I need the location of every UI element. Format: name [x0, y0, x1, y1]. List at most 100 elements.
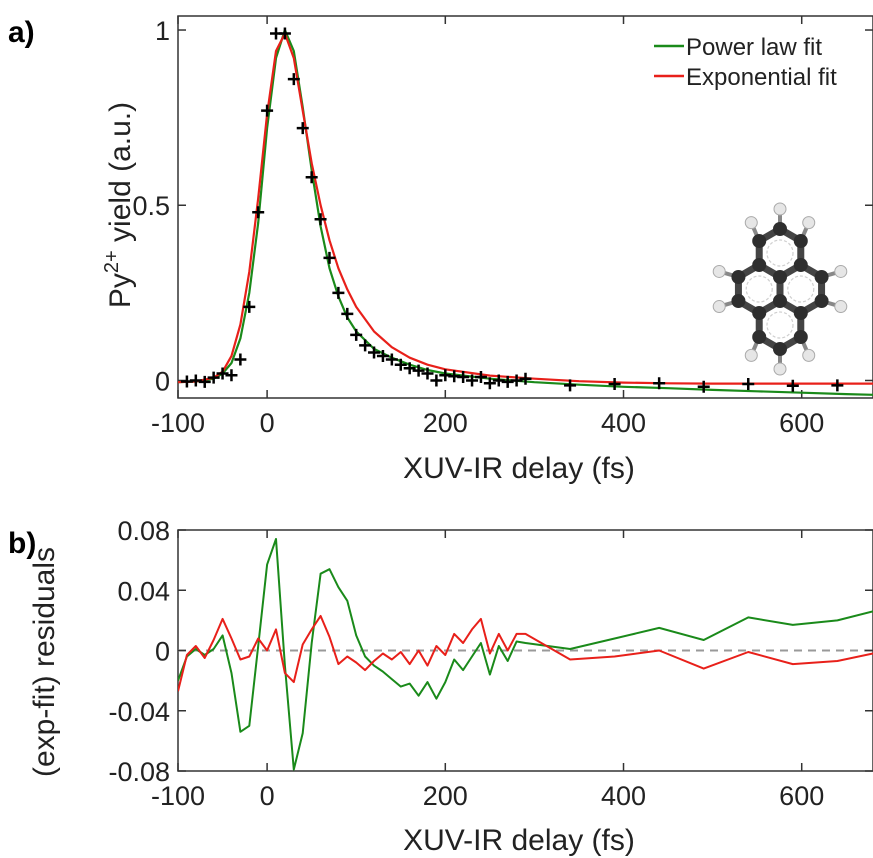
data-point — [457, 370, 470, 383]
y-tick-label: 0.5 — [132, 191, 170, 221]
panel-b: b) -100 0 200 400 600 -0.08 -0.04 0 0.04 0.08 XUV… — [8, 516, 873, 857]
series-line-exponential — [178, 32, 873, 385]
data-point — [421, 367, 434, 380]
data-point — [483, 377, 496, 390]
series-line-power-law — [178, 538, 873, 771]
legend: Power law fit Exponential fit — [654, 34, 837, 91]
panel-a-axes — [177, 15, 873, 399]
data-point — [430, 374, 443, 387]
data-point — [252, 206, 265, 219]
data-point — [225, 369, 238, 382]
data-point — [697, 380, 710, 393]
aromatic-ring — [787, 275, 815, 303]
data-point — [403, 362, 416, 375]
data-point — [510, 374, 523, 387]
panel-b-xlabel: XUV-IR delay (fs) — [403, 824, 635, 857]
carbon-atom — [793, 258, 808, 272]
data-point — [368, 346, 381, 359]
panel-a-markers — [180, 27, 844, 393]
series-line-exponential — [178, 614, 873, 692]
hydrogen-atom — [712, 264, 726, 278]
carbon-atom — [752, 306, 767, 320]
data-point — [608, 377, 621, 390]
panel-b-label: b) — [8, 527, 36, 560]
y-tick-label: 0.08 — [117, 516, 170, 546]
data-point — [243, 300, 256, 313]
data-point — [305, 171, 318, 184]
x-tick-label: 200 — [423, 781, 468, 811]
panel-b-series — [178, 538, 873, 771]
data-point — [341, 307, 354, 320]
ylabel-sup: 2+ — [101, 250, 123, 273]
data-point — [653, 377, 666, 390]
panel-a: a) -100 0 200 400 600 0 0.5 1 XUV-IR delay (fs)… — [8, 15, 873, 485]
hydrogen-atom — [773, 362, 787, 376]
legend-label-power: Power law fit — [686, 34, 822, 61]
panel-b-ylabel: (exp-fit) residuals — [28, 547, 61, 777]
carbon-atom — [773, 294, 787, 308]
hydrogen-atom — [834, 300, 848, 314]
y-tick-label: 1 — [155, 16, 170, 46]
data-point — [261, 104, 274, 117]
y-tick-label: 0 — [155, 366, 170, 396]
aromatic-ring — [766, 239, 794, 267]
hydrogen-atom — [744, 348, 758, 362]
data-point — [412, 364, 425, 377]
aromatic-ring — [766, 311, 794, 339]
x-tick-label: -100 — [151, 781, 205, 811]
hydrogen-atom — [712, 300, 726, 314]
data-point — [332, 286, 345, 299]
data-point — [234, 353, 247, 366]
plot-frame — [177, 15, 873, 399]
data-point — [474, 370, 487, 383]
data-point — [786, 379, 799, 392]
carbon-atom — [752, 258, 767, 272]
data-point — [466, 374, 479, 387]
panel-a-ylabel: Py2+ yield (a.u.) — [101, 102, 137, 308]
carbon-atom — [793, 330, 808, 344]
data-point — [314, 213, 327, 226]
data-point — [323, 251, 336, 264]
x-tick-label: 400 — [601, 781, 646, 811]
data-point — [359, 339, 372, 352]
data-point — [394, 358, 407, 371]
x-tick-label: 400 — [601, 408, 646, 438]
carbon-atom — [793, 234, 808, 248]
x-tick-label: -100 — [151, 408, 205, 438]
carbon-atom — [793, 306, 808, 320]
data-point — [207, 371, 220, 384]
data-point — [564, 379, 577, 392]
data-point — [831, 379, 844, 392]
data-point — [189, 374, 202, 387]
data-point — [742, 377, 755, 390]
panel-a-label: a) — [8, 16, 35, 49]
carbon-atom — [773, 270, 787, 284]
data-point — [296, 122, 309, 135]
hydrogen-atom — [802, 348, 816, 362]
x-tick-label: 0 — [260, 781, 275, 811]
data-point — [198, 375, 211, 388]
aromatic-ring — [745, 275, 773, 303]
carbon-atom — [752, 234, 767, 248]
panel-a-xlabel: XUV-IR delay (fs) — [403, 452, 635, 485]
hydrogen-atom — [802, 216, 816, 230]
x-tick-label: 600 — [779, 408, 824, 438]
carbon-atom — [773, 342, 787, 356]
hydrogen-atom — [744, 216, 758, 230]
carbon-atom — [773, 222, 787, 236]
ylabel-rest: yield (a.u.) — [104, 102, 137, 250]
legend-label-exp: Exponential fit — [686, 64, 837, 91]
pyrene-molecule-image — [712, 202, 848, 376]
y-tick-label: 0.04 — [117, 576, 170, 606]
carbon-atom — [752, 330, 767, 344]
data-point — [278, 27, 291, 40]
panel-b-axes — [177, 529, 873, 772]
y-tick-label: -0.08 — [108, 757, 170, 787]
x-tick-label: 0 — [260, 408, 275, 438]
y-tick-label: 0 — [155, 637, 170, 667]
x-tick-label: 600 — [779, 781, 824, 811]
carbon-atom — [814, 270, 829, 284]
data-point — [287, 73, 300, 86]
data-point — [501, 375, 514, 388]
